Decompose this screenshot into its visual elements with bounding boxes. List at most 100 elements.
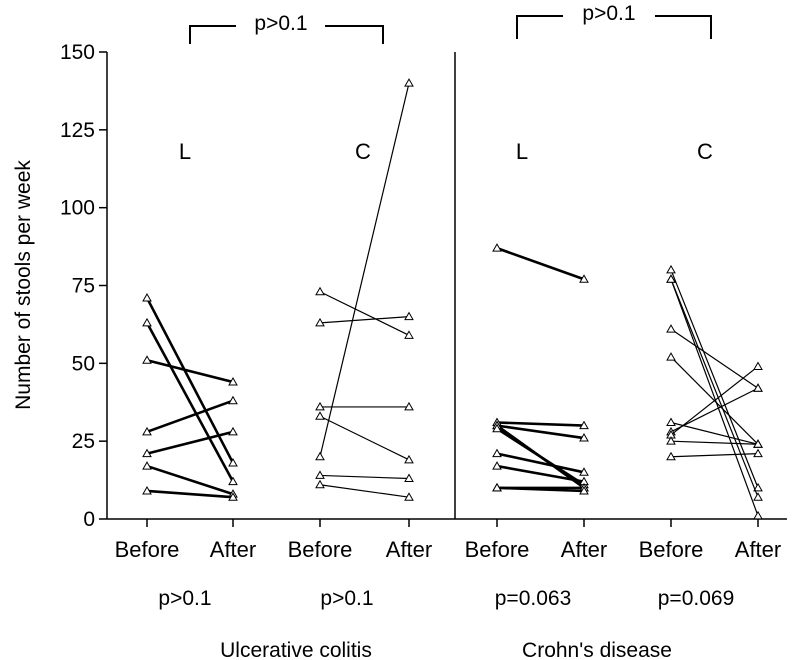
data-point-marker — [228, 426, 238, 436]
patient-line — [319, 415, 410, 461]
patient-line — [145, 297, 235, 464]
patient-line — [319, 316, 410, 324]
x-tick-label: Before — [465, 537, 530, 562]
patient-line — [319, 484, 410, 498]
data-point-marker — [315, 286, 325, 296]
data-point-marker — [404, 330, 414, 339]
data-point-marker — [404, 78, 414, 87]
y-tick-label: 100 — [60, 197, 95, 220]
patient-line — [146, 430, 234, 455]
series-group — [492, 243, 589, 495]
patient-line — [496, 246, 585, 281]
patient-line — [145, 322, 235, 483]
data-point-marker — [492, 243, 502, 252]
data-point-marker — [315, 411, 325, 420]
patient-line — [670, 269, 759, 489]
data-point-marker — [492, 423, 502, 433]
data-point-marker — [753, 439, 763, 448]
data-point-marker — [579, 420, 589, 430]
patient-line — [670, 365, 759, 436]
data-point-marker — [579, 433, 589, 442]
y-tick-label: 150 — [60, 41, 95, 64]
y-tick-label: 125 — [60, 119, 95, 142]
x-tick-label: Before — [639, 537, 704, 562]
data-point-marker — [753, 361, 763, 370]
x-ticks: Before After Before After Before After Before A… — [115, 519, 781, 562]
y-tick-label: 75 — [72, 275, 95, 298]
data-point-marker — [228, 476, 238, 486]
group-label-uc-l: L — [179, 139, 191, 164]
data-point-marker — [666, 264, 676, 274]
patient-line — [319, 291, 410, 336]
data-point-marker — [228, 377, 238, 386]
patient-line — [496, 427, 585, 486]
data-point-marker — [579, 485, 589, 495]
data-point-marker — [404, 454, 414, 464]
data-point-marker — [142, 426, 152, 436]
data-point-marker — [753, 482, 763, 492]
x-tick-label: After — [210, 537, 256, 562]
y-tick-label: 0 — [83, 508, 95, 531]
data-point-marker — [315, 401, 325, 411]
data-point-marker — [753, 448, 763, 458]
data-point-marker — [666, 352, 676, 361]
plot-frame — [106, 52, 787, 520]
patient-line — [670, 279, 759, 498]
group-pvalue-cd-c: p=0.069 — [658, 587, 735, 610]
data-point-marker — [666, 417, 676, 426]
data-point-marker — [142, 355, 152, 364]
y-tick-label: 25 — [72, 430, 95, 453]
comparison-bracket-uc: p>0.1 — [189, 12, 384, 44]
patient-line — [319, 82, 410, 457]
y-ticks: 0 25 50 75 100 125 150 — [60, 41, 107, 531]
data-point-marker — [315, 470, 325, 479]
data-point-marker — [753, 510, 763, 520]
patient-line — [496, 452, 585, 474]
data-point-marker — [666, 436, 676, 445]
patient-line — [146, 464, 234, 496]
group-pvalue-cd-l: p=0.063 — [495, 587, 572, 610]
patient-line — [496, 464, 585, 483]
y-tick-label: 50 — [72, 352, 95, 375]
group-label-cd-c: C — [697, 139, 713, 164]
data-point-marker — [315, 317, 325, 327]
data-point-marker — [666, 274, 676, 283]
data-point-marker — [315, 451, 325, 461]
data-point-marker — [142, 485, 152, 495]
series-group — [142, 292, 238, 501]
patient-line — [670, 279, 759, 517]
group-label-cd-l: L — [516, 139, 528, 164]
patient-line — [496, 421, 585, 427]
comparison-pvalue-cd: p>0.1 — [582, 2, 635, 25]
series-group — [315, 78, 414, 501]
data-point-marker — [404, 311, 414, 321]
data-point-marker — [142, 317, 152, 327]
data-point-marker — [666, 451, 676, 461]
series-group — [666, 264, 763, 520]
data-point-marker — [579, 467, 589, 476]
data-point-marker — [228, 457, 238, 467]
data-point-marker — [404, 401, 414, 411]
data-point-marker — [142, 461, 152, 470]
data-point-marker — [492, 461, 502, 470]
data-point-marker — [142, 292, 152, 302]
series-lines — [142, 78, 763, 520]
x-tick-label: Before — [115, 537, 180, 562]
patient-line — [670, 421, 759, 445]
x-tick-label: After — [386, 537, 432, 562]
patient-line — [496, 486, 585, 493]
data-point-marker — [142, 448, 152, 458]
data-point-marker — [404, 473, 414, 483]
data-point-marker — [753, 492, 763, 501]
data-point-marker — [579, 274, 589, 283]
patient-line — [670, 387, 759, 433]
data-point-marker — [666, 324, 676, 333]
group-pvalue-uc-l: p>0.1 — [158, 587, 211, 610]
group-pvalue-uc-c: p>0.1 — [320, 587, 373, 610]
x-tick-label: After — [561, 537, 607, 562]
disease-label-cd: Crohn's disease — [522, 639, 672, 660]
disease-label-uc: Ulcerative colitis — [220, 639, 372, 660]
patient-line — [146, 489, 234, 499]
patient-line — [319, 474, 410, 480]
patient-line — [496, 424, 585, 440]
